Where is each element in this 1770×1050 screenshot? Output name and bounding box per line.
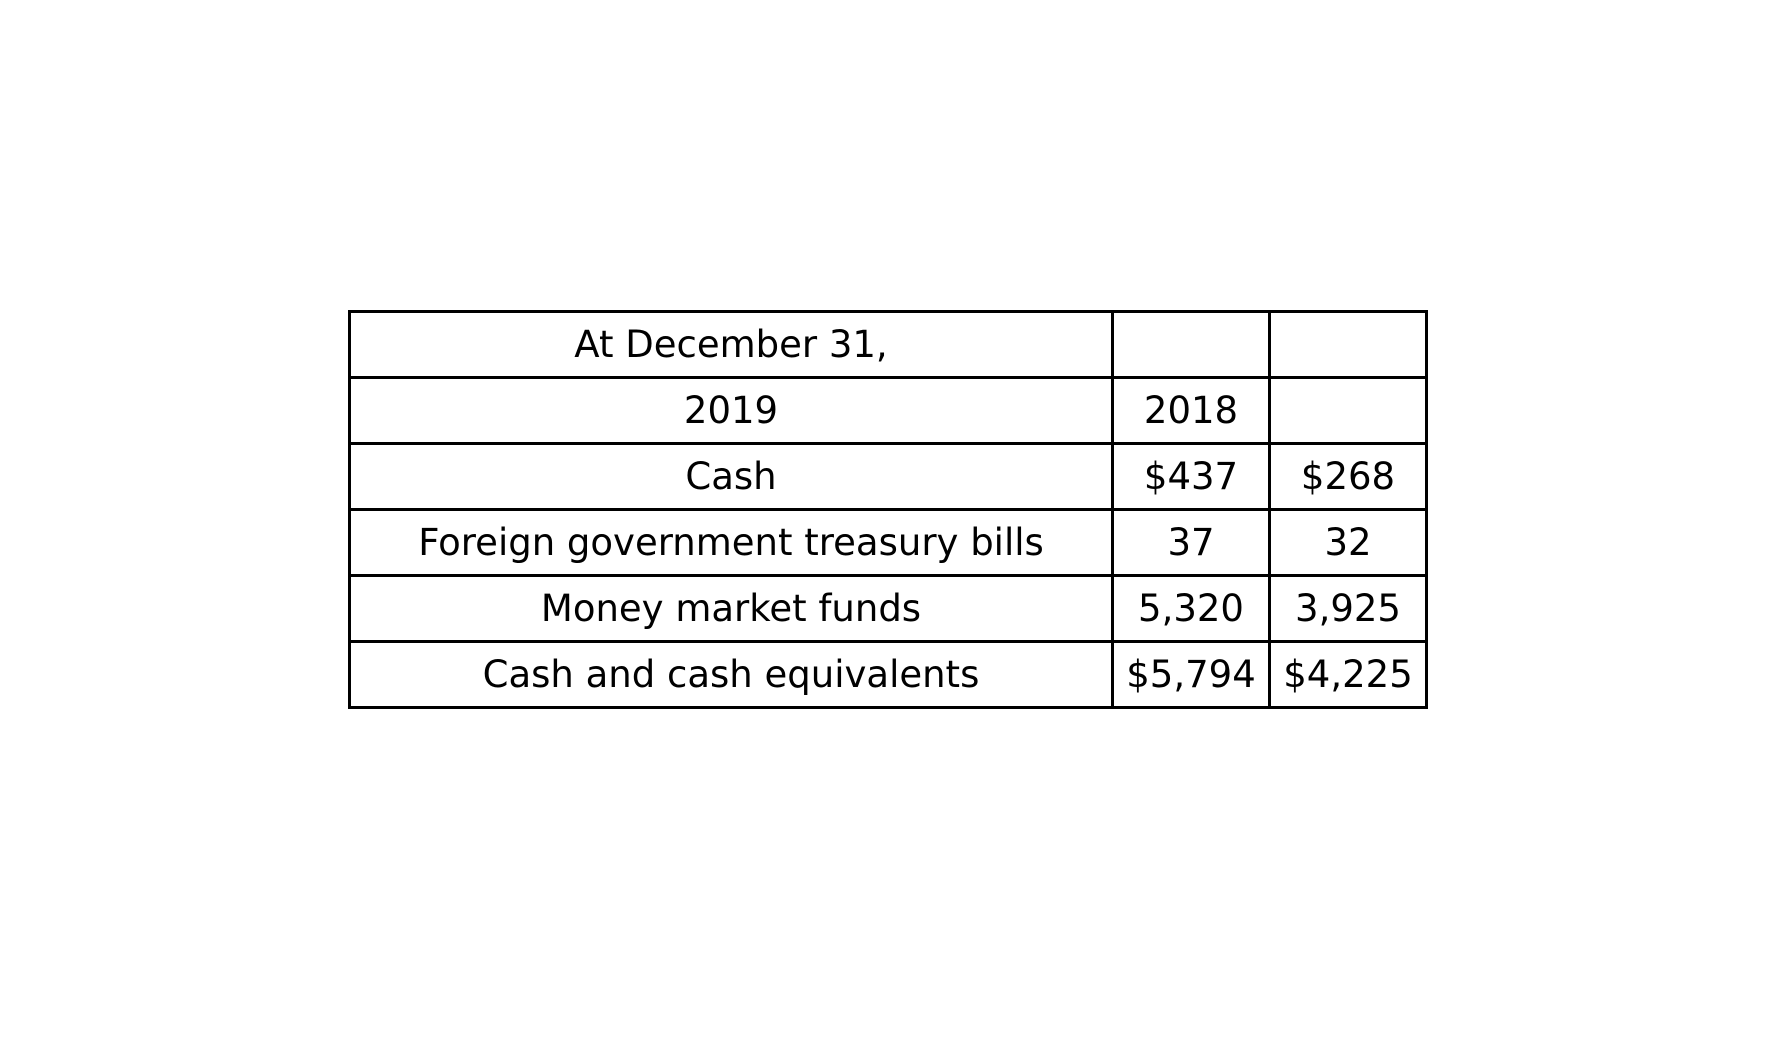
table-cell: $4,225 bbox=[1268, 640, 1428, 709]
table-cell bbox=[1268, 310, 1428, 379]
table-cell: Cash and cash equivalents bbox=[348, 640, 1114, 709]
table-cell: Cash bbox=[348, 442, 1114, 511]
table-row: 2019 2018 bbox=[348, 376, 1428, 445]
table-row: Cash and cash equivalents $5,794 $4,225 bbox=[348, 640, 1428, 709]
table-row: Cash $437 $268 bbox=[348, 442, 1428, 511]
table-cell: $437 bbox=[1111, 442, 1271, 511]
table-cell: 2019 bbox=[348, 376, 1114, 445]
table-cell: $268 bbox=[1268, 442, 1428, 511]
table-cell: Money market funds bbox=[348, 574, 1114, 643]
table-cell: 3,925 bbox=[1268, 574, 1428, 643]
cash-equivalents-table: At December 31, 2019 2018 Cash $437 $268… bbox=[348, 310, 1428, 709]
table-cell: $5,794 bbox=[1111, 640, 1271, 709]
table-cell: 5,320 bbox=[1111, 574, 1271, 643]
table-cell: 37 bbox=[1111, 508, 1271, 577]
table-cell: At December 31, bbox=[348, 310, 1114, 379]
table-row: At December 31, bbox=[348, 310, 1428, 379]
table-cell: 32 bbox=[1268, 508, 1428, 577]
table-cell: 2018 bbox=[1111, 376, 1271, 445]
table-cell: Foreign government treasury bills bbox=[348, 508, 1114, 577]
financial-table-container: At December 31, 2019 2018 Cash $437 $268… bbox=[348, 310, 1428, 709]
table-cell bbox=[1268, 376, 1428, 445]
table-row: Foreign government treasury bills 37 32 bbox=[348, 508, 1428, 577]
table-row: Money market funds 5,320 3,925 bbox=[348, 574, 1428, 643]
table-cell bbox=[1111, 310, 1271, 379]
